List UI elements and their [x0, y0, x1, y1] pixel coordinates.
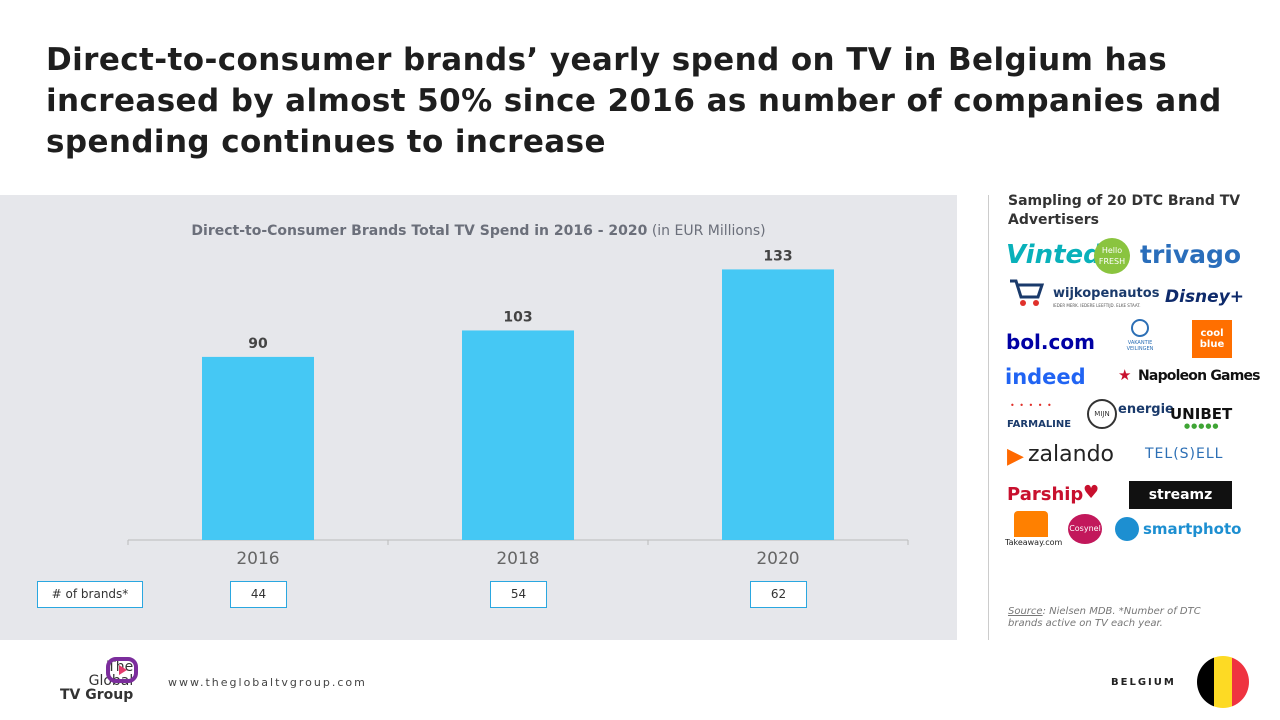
farmaline-logo: FARMALINE [1007, 419, 1072, 430]
mijnenergie-icon: MIJN [1087, 399, 1117, 429]
unibet-logo: UNIBET [1170, 405, 1233, 423]
streamz-logo: streamz [1129, 481, 1232, 509]
data-label-2020: 133 [763, 248, 792, 264]
sidebar-title: Sampling of 20 DTC Brand TV Advertisers [1008, 193, 1241, 228]
unibet-dots: ●●●●● [1184, 422, 1220, 430]
wijkopenautos-logo: wijkopenautos [1053, 286, 1160, 301]
x-tick-label-2016: 2016 [236, 549, 279, 569]
page-title: Direct-to-consumer brands’ yearly spend … [46, 42, 1222, 160]
zalando-play-icon: ▶ [1007, 444, 1024, 469]
napoleon-star-icon: ★ [1118, 366, 1132, 384]
wijkopenautos-tagline: IEDER MERK. IEDERE LEEFTIJD. ELKE STAAT. [1053, 303, 1141, 308]
hellofresh-logo: Hello FRESH [1094, 238, 1130, 274]
farmaline-dots: • • • • • [1010, 401, 1053, 410]
source-text: : Nielsen MDB. *Number of DTC brands act… [1008, 606, 1201, 629]
brands-count-2020: 62 [750, 581, 807, 608]
chart-panel: Direct-to-Consumer Brands Total TV Spend… [0, 195, 957, 640]
chart-title-main: Direct-to-Consumer Brands Total TV Spend… [191, 223, 648, 239]
tv-group-icon [105, 656, 139, 686]
zalando-logo: zalando [1028, 442, 1114, 467]
bol-com-logo: bol.com [1006, 330, 1095, 354]
parship-logo: Parship [1007, 484, 1084, 505]
website-url[interactable]: www.theglobaltvgroup.com [168, 676, 367, 689]
x-tick-label-2020: 2020 [756, 549, 799, 569]
mijnenergie-logo: energie [1118, 402, 1174, 417]
cart-icon [1008, 277, 1045, 307]
vakantieveilingen-logo: VAKANTIE VEILINGEN [1120, 318, 1160, 352]
takeaway-logo: Takeaway.com [1005, 538, 1063, 547]
smartphoto-icon [1115, 517, 1139, 541]
coolblue-logo: cool blue [1192, 320, 1232, 358]
bar-2020 [722, 269, 834, 540]
telesell-logo: TEL(S)ELL [1145, 446, 1224, 462]
disney-plus-logo: Disney+ [1165, 287, 1245, 307]
trivago-logo: trivago [1140, 240, 1242, 269]
napoleon-games-logo: Napoleon Games [1138, 368, 1261, 384]
country-label: BELGIUM [1111, 677, 1176, 688]
divider [988, 195, 989, 640]
company-logo: The Global TV Group [60, 660, 133, 702]
heart-icon: ♥ [1083, 482, 1100, 503]
indeed-logo: indeed [1005, 365, 1086, 389]
brands-count-label: # of brands* [37, 581, 143, 608]
source-prefix: Source [1008, 606, 1043, 617]
chart-title-unit: (in EUR Millions) [651, 223, 766, 239]
source-note: Source: Nielsen MDB. *Number of DTC bran… [1008, 606, 1238, 630]
bar-chart: 90 2016 103 2018 133 2020 [127, 248, 909, 569]
chart-title: Direct-to-Consumer Brands Total TV Spend… [0, 223, 957, 239]
brands-count-2016: 44 [230, 581, 287, 608]
vinted-logo: Vinted [1006, 240, 1102, 270]
smartphoto-logo: smartphoto [1143, 520, 1242, 538]
bar-2018 [462, 330, 574, 540]
cosynel-logo: Cosynel [1068, 514, 1102, 544]
belgium-flag-icon [1197, 656, 1249, 708]
logo-line-3: TV Group [60, 687, 134, 703]
takeaway-house-icon [1014, 511, 1048, 537]
bar-2016 [202, 356, 314, 540]
x-tick-label-2018: 2018 [496, 549, 539, 569]
data-label-2016: 90 [248, 336, 268, 352]
vakantieveilingen-icon [1131, 319, 1149, 337]
vakantieveilingen-text: VAKANTIE VEILINGEN [1126, 340, 1154, 352]
brands-count-2018: 54 [490, 581, 547, 608]
data-label-2018: 103 [503, 309, 532, 325]
